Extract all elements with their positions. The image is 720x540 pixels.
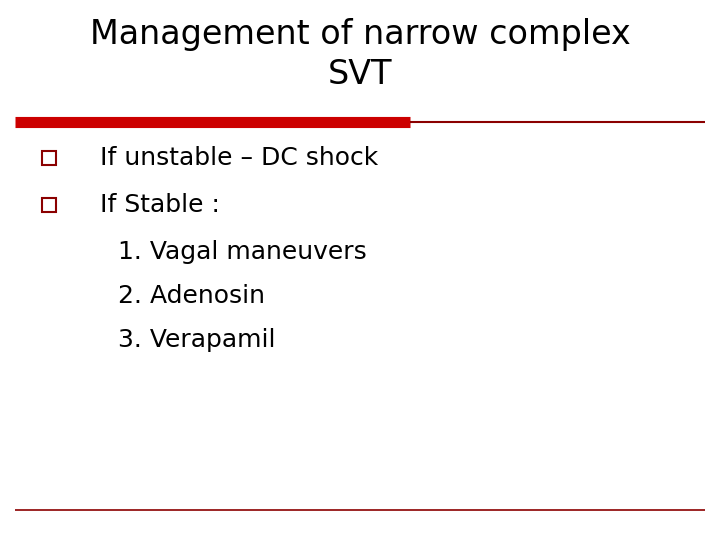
Bar: [42, 151, 56, 165]
Text: If unstable – DC shock: If unstable – DC shock: [100, 146, 378, 170]
Text: 3. Verapamil: 3. Verapamil: [118, 328, 276, 352]
Text: 1. Vagal maneuvers: 1. Vagal maneuvers: [118, 240, 366, 264]
Text: If Stable :: If Stable :: [100, 193, 220, 217]
Bar: [42, 198, 56, 212]
Text: Management of narrow complex
SVT: Management of narrow complex SVT: [89, 18, 631, 91]
Text: 2. Adenosin: 2. Adenosin: [118, 284, 265, 308]
